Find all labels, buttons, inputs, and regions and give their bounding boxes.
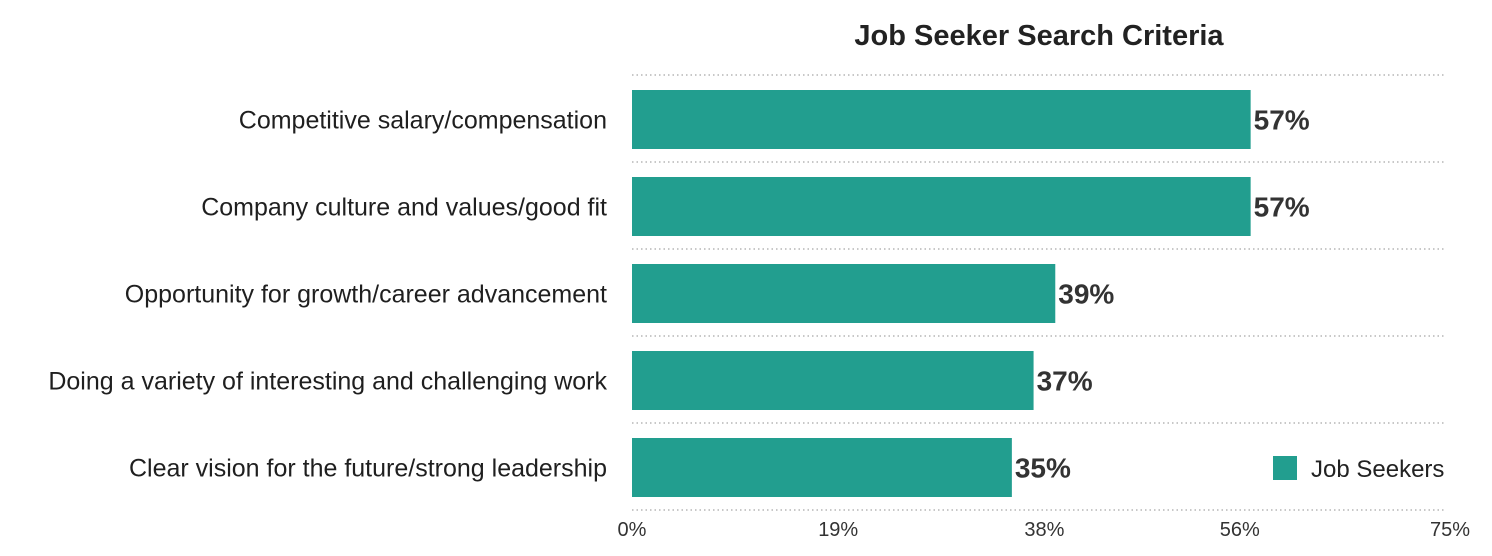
legend-label: Job Seekers	[1311, 456, 1444, 483]
x-axis-ticks: 0% 19% 38% 56% 75%	[618, 519, 1471, 541]
x-tick-label: 38%	[1024, 519, 1064, 541]
bar	[632, 351, 1034, 410]
chart-title: Job Seeker Search Criteria	[854, 20, 1224, 52]
value-label: 57%	[1254, 192, 1310, 223]
category-label: Doing a variety of interesting and chall…	[48, 368, 607, 396]
value-label: 39%	[1058, 279, 1114, 310]
x-tick-label: 56%	[1220, 519, 1260, 541]
legend-swatch	[1273, 456, 1297, 480]
category-label: Company culture and values/good fit	[201, 194, 607, 222]
category-label: Clear vision for the future/strong leade…	[129, 455, 607, 483]
gridlines	[632, 74, 1446, 511]
category-label: Competitive salary/compensation	[239, 107, 607, 135]
legend: Job Seekers	[1273, 456, 1444, 483]
value-label: 35%	[1015, 453, 1071, 484]
bar	[632, 177, 1251, 236]
bar	[632, 264, 1056, 323]
category-label: Opportunity for growth/career advancemen…	[125, 281, 607, 309]
value-label: 57%	[1254, 105, 1310, 136]
x-tick-label: 19%	[818, 519, 858, 541]
value-label: 37%	[1037, 366, 1093, 397]
x-tick-label: 75%	[1430, 519, 1470, 541]
value-labels: 57% 57% 39% 37% 35%	[1015, 105, 1310, 484]
category-labels: Competitive salary/compensation Company c…	[48, 107, 607, 483]
bar	[632, 438, 1012, 497]
bar	[632, 90, 1251, 149]
x-tick-label: 0%	[618, 519, 647, 541]
bars	[632, 90, 1251, 497]
